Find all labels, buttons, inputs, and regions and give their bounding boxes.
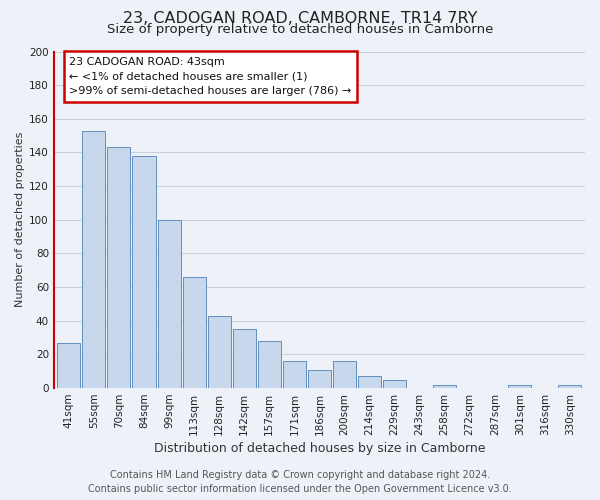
Text: 23 CADOGAN ROAD: 43sqm
← <1% of detached houses are smaller (1)
>99% of semi-det: 23 CADOGAN ROAD: 43sqm ← <1% of detached… (70, 56, 352, 96)
Y-axis label: Number of detached properties: Number of detached properties (15, 132, 25, 308)
Text: 23, CADOGAN ROAD, CAMBORNE, TR14 7RY: 23, CADOGAN ROAD, CAMBORNE, TR14 7RY (123, 11, 477, 26)
Bar (82, 130, 106, 388)
Bar (133, 156, 155, 388)
Bar (158, 220, 181, 388)
Bar (233, 329, 256, 388)
Bar (358, 376, 381, 388)
Bar (57, 342, 80, 388)
Bar (107, 148, 130, 388)
Text: Contains HM Land Registry data © Crown copyright and database right 2024.
Contai: Contains HM Land Registry data © Crown c… (88, 470, 512, 494)
Bar (559, 384, 581, 388)
Bar (283, 361, 306, 388)
Bar (308, 370, 331, 388)
Bar (383, 380, 406, 388)
Text: Size of property relative to detached houses in Camborne: Size of property relative to detached ho… (107, 22, 493, 36)
X-axis label: Distribution of detached houses by size in Camborne: Distribution of detached houses by size … (154, 442, 485, 455)
Bar (333, 361, 356, 388)
Bar (208, 316, 230, 388)
Bar (182, 277, 206, 388)
Bar (433, 384, 456, 388)
Bar (258, 341, 281, 388)
Bar (508, 384, 532, 388)
